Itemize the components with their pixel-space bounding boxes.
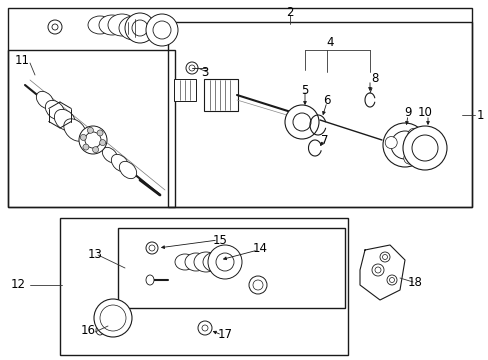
Ellipse shape — [203, 252, 228, 272]
Text: 18: 18 — [407, 275, 422, 288]
Ellipse shape — [146, 275, 154, 285]
Circle shape — [407, 128, 419, 140]
Circle shape — [285, 105, 318, 139]
Circle shape — [80, 134, 86, 140]
Circle shape — [382, 123, 426, 167]
Circle shape — [189, 65, 195, 71]
Ellipse shape — [111, 154, 128, 172]
Text: 2: 2 — [285, 5, 293, 18]
Circle shape — [198, 321, 212, 335]
Text: 1: 1 — [475, 108, 483, 122]
Circle shape — [207, 245, 242, 279]
Circle shape — [48, 20, 62, 34]
Circle shape — [216, 253, 234, 271]
Bar — [8, 8, 471, 207]
Circle shape — [389, 278, 394, 283]
Circle shape — [125, 13, 155, 43]
Circle shape — [83, 144, 89, 150]
FancyBboxPatch shape — [203, 79, 238, 111]
Text: 11: 11 — [15, 54, 29, 67]
Bar — [168, 22, 471, 207]
Ellipse shape — [194, 252, 218, 272]
Circle shape — [100, 140, 105, 145]
Circle shape — [79, 126, 107, 154]
Circle shape — [374, 267, 380, 273]
Circle shape — [252, 280, 263, 290]
FancyBboxPatch shape — [174, 79, 196, 101]
Ellipse shape — [175, 254, 195, 270]
Ellipse shape — [108, 14, 136, 36]
Circle shape — [402, 126, 446, 170]
Ellipse shape — [88, 16, 112, 34]
Circle shape — [385, 136, 396, 149]
Circle shape — [146, 242, 158, 254]
Text: 13: 13 — [87, 248, 102, 261]
Polygon shape — [359, 245, 404, 300]
Circle shape — [379, 252, 389, 262]
Circle shape — [382, 255, 386, 260]
Text: 5: 5 — [301, 84, 308, 96]
Circle shape — [92, 147, 99, 153]
Circle shape — [248, 276, 266, 294]
Text: 12: 12 — [10, 279, 25, 292]
Ellipse shape — [99, 15, 125, 35]
Circle shape — [292, 113, 310, 131]
Text: 8: 8 — [370, 72, 378, 85]
Text: 6: 6 — [323, 94, 330, 107]
Text: 9: 9 — [404, 105, 411, 118]
Ellipse shape — [36, 91, 54, 109]
Ellipse shape — [119, 161, 136, 179]
Ellipse shape — [184, 253, 206, 271]
Circle shape — [149, 245, 155, 251]
Ellipse shape — [96, 325, 104, 335]
Circle shape — [386, 275, 396, 285]
Ellipse shape — [119, 16, 149, 40]
Circle shape — [52, 24, 58, 30]
Text: 17: 17 — [217, 328, 232, 342]
Bar — [8, 50, 175, 207]
Ellipse shape — [102, 147, 118, 163]
Circle shape — [371, 264, 383, 276]
Bar — [118, 228, 345, 308]
Circle shape — [202, 325, 207, 331]
Text: 4: 4 — [325, 36, 333, 49]
Bar — [60, 218, 347, 355]
Circle shape — [146, 14, 178, 46]
Circle shape — [85, 132, 101, 148]
Text: 16: 16 — [81, 324, 95, 337]
Circle shape — [87, 127, 93, 133]
Text: 3: 3 — [201, 66, 208, 78]
Ellipse shape — [45, 100, 64, 120]
Ellipse shape — [54, 109, 76, 131]
Circle shape — [403, 152, 415, 164]
Circle shape — [97, 130, 103, 136]
Circle shape — [132, 20, 148, 36]
Circle shape — [411, 135, 437, 161]
Text: 15: 15 — [212, 234, 227, 247]
Ellipse shape — [64, 119, 86, 141]
Circle shape — [185, 62, 198, 74]
Text: 10: 10 — [417, 105, 431, 118]
Circle shape — [390, 131, 418, 159]
Circle shape — [94, 299, 132, 337]
Text: 7: 7 — [321, 134, 328, 147]
Text: 14: 14 — [252, 242, 267, 255]
Circle shape — [153, 21, 171, 39]
